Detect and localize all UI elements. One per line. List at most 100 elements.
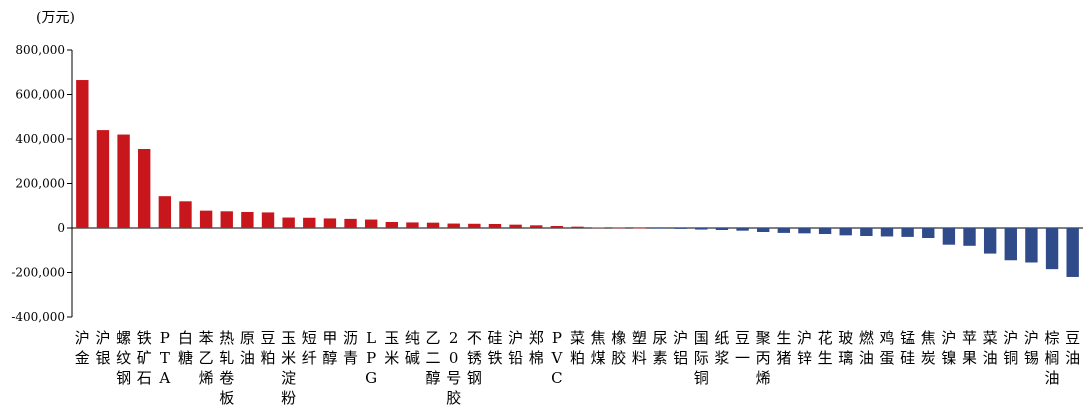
x-tick-label: 不锈钢 xyxy=(467,329,482,387)
x-tick-label: 铁矿石 xyxy=(137,329,152,387)
x-tick-label: 棕榈油 xyxy=(1045,329,1060,387)
bar xyxy=(1004,228,1017,261)
y-tick-label: 200,000 xyxy=(15,177,65,191)
x-tick-label: 玉米 xyxy=(384,329,399,367)
x-tick-label: 沪镍 xyxy=(941,329,956,367)
x-tick-label: 沪锌 xyxy=(797,329,812,367)
x-tick-label: 豆油 xyxy=(1065,329,1080,367)
bar xyxy=(942,228,956,245)
x-tick-label: 沪锡 xyxy=(1024,329,1039,367)
x-tick-label: 螺纹钢 xyxy=(116,329,131,387)
x-tick-label: 白糖 xyxy=(178,329,193,367)
bar xyxy=(818,228,832,235)
x-tick-label: 豆一 xyxy=(735,329,750,367)
x-tick-label: 燃油 xyxy=(859,329,874,367)
bar xyxy=(757,228,770,232)
y-tick-label: 400,000 xyxy=(15,132,65,146)
y-tick-label: -200,000 xyxy=(11,266,65,280)
x-tick-label: 菜粕 xyxy=(570,329,585,367)
bar xyxy=(839,228,852,236)
bar xyxy=(468,223,481,228)
x-tick-label: 生猪 xyxy=(776,329,791,367)
bar xyxy=(261,212,275,228)
x-tick-label: 甲醇 xyxy=(322,329,337,367)
x-tick-label: 焦炭 xyxy=(921,329,936,367)
bar xyxy=(1025,228,1038,263)
x-tick-label: 沪银 xyxy=(95,329,110,367)
bar xyxy=(488,223,502,228)
bar xyxy=(1045,228,1059,270)
bar xyxy=(983,228,997,254)
bar xyxy=(674,228,687,229)
bar xyxy=(447,223,460,228)
bar xyxy=(220,211,233,228)
x-tick-label: 豆粕 xyxy=(261,329,276,367)
bar xyxy=(860,228,873,237)
bar xyxy=(695,228,708,230)
x-tick-label: 聚丙烯 xyxy=(756,329,771,387)
x-tick-label: 玉米淀粉 xyxy=(281,329,296,407)
x-tick-label: 硅铁 xyxy=(487,329,502,367)
x-tick-label: 沪铝 xyxy=(673,329,688,367)
bar xyxy=(406,222,419,228)
bar xyxy=(550,226,564,228)
bar xyxy=(323,218,337,228)
x-tick-label: 玻璃 xyxy=(838,329,853,367)
y-axis: 800,000 600,000 400,000 200,000 0 -200,000 -40… xyxy=(11,43,1083,324)
bar xyxy=(138,149,151,228)
bar xyxy=(385,221,398,228)
bar xyxy=(96,130,110,228)
bar xyxy=(963,228,976,246)
bar xyxy=(364,219,378,228)
x-tick-label: 短纤 xyxy=(302,329,317,367)
bar xyxy=(76,80,89,228)
x-tick-label: 菜油 xyxy=(983,329,998,367)
y-tick-label: -400,000 xyxy=(11,310,65,324)
x-tick-label: 花生 xyxy=(818,329,833,367)
x-tick-label: 沥青 xyxy=(343,329,358,367)
x-tick-label: 尿素 xyxy=(653,329,668,367)
y-axis-unit-label: (万元) xyxy=(36,10,75,26)
bar xyxy=(199,210,213,228)
bar xyxy=(901,228,914,237)
x-tick-label: 纸浆 xyxy=(714,329,729,367)
y-tick-label: 0 xyxy=(57,221,65,235)
bar xyxy=(653,228,667,229)
bar xyxy=(117,134,130,228)
bar xyxy=(426,222,440,228)
y-tick-label: 600,000 xyxy=(15,88,65,102)
bar xyxy=(241,211,254,228)
bar xyxy=(282,217,295,228)
bar xyxy=(303,217,316,228)
bar xyxy=(158,196,172,228)
x-tick-label: 国际铜 xyxy=(694,329,709,387)
x-tick-label: 塑料 xyxy=(632,329,647,367)
x-tick-label: 锰硅 xyxy=(900,329,915,367)
x-tick-label: 鸡蛋 xyxy=(879,329,894,367)
bar xyxy=(179,201,192,228)
bar xyxy=(715,228,729,230)
bar xyxy=(736,228,749,231)
bar xyxy=(922,228,935,239)
bar xyxy=(509,224,522,228)
bar xyxy=(633,227,646,229)
bar xyxy=(798,228,811,234)
y-tick-label: 800,000 xyxy=(15,43,65,57)
x-tick-label: 焦煤 xyxy=(591,329,606,367)
x-tick-label: 乙二醇 xyxy=(426,329,441,387)
bar xyxy=(591,227,605,229)
bar xyxy=(880,228,894,237)
bar xyxy=(571,226,584,228)
x-tick-label: 沪铅 xyxy=(508,329,523,367)
x-tick-label: 2 0 号胶 xyxy=(446,329,461,407)
x-tick-label: 苹果 xyxy=(962,329,977,367)
bar xyxy=(530,225,543,228)
x-tick-label: 原油 xyxy=(240,329,255,367)
bars-group xyxy=(76,80,1079,277)
x-tick-label: 沪金 xyxy=(75,329,90,367)
